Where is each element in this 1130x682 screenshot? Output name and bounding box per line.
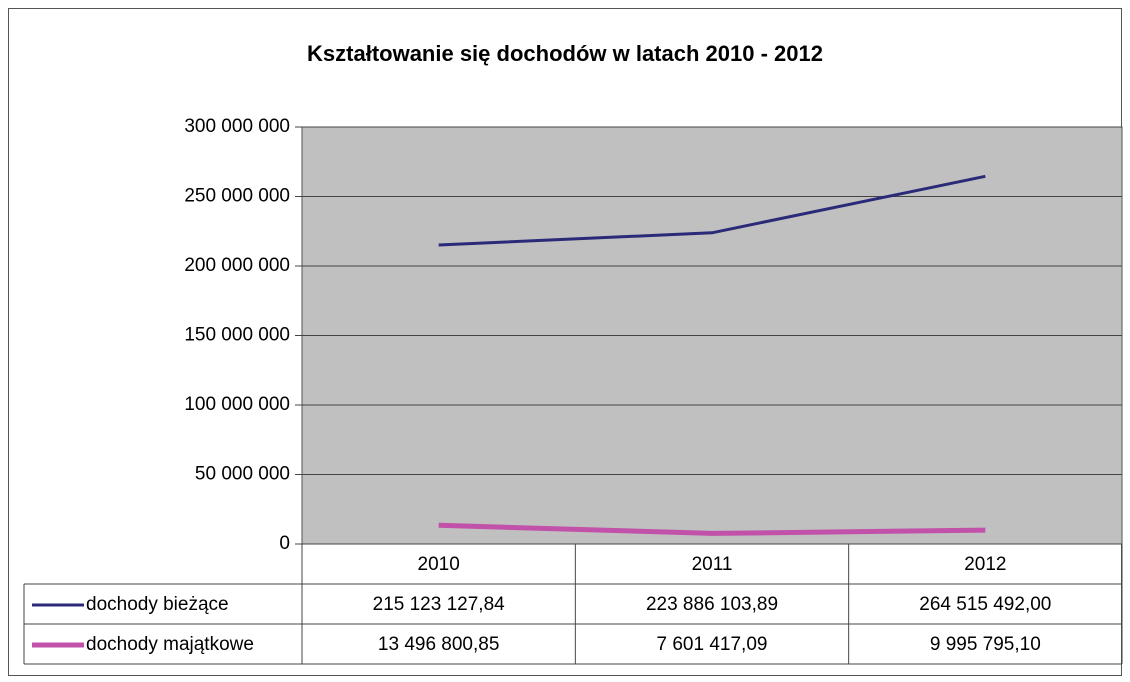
table-value: 9 995 795,10 <box>930 634 1041 655</box>
legend-label: dochody majątkowe <box>86 634 254 655</box>
x-tick-label: 2012 <box>964 554 1006 575</box>
y-tick-label: 0 <box>279 533 290 554</box>
series-line <box>438 174 986 247</box>
y-tick-label: 50 000 000 <box>195 464 290 485</box>
table-value: 215 123 127,84 <box>373 594 506 615</box>
legend-label: dochody bieżące <box>86 594 229 615</box>
y-tick-label: 300 000 000 <box>184 116 290 137</box>
table-value: 7 601 417,09 <box>657 634 768 655</box>
y-tick-label: 100 000 000 <box>184 394 290 415</box>
series-line <box>438 522 986 536</box>
y-tick-label: 200 000 000 <box>184 255 290 276</box>
y-tick-label: 250 000 000 <box>184 186 290 207</box>
chart-title: Kształtowanie się dochodów w latach 2010… <box>307 41 823 66</box>
y-tick-label: 150 000 000 <box>184 325 290 346</box>
table-value: 223 886 103,89 <box>646 594 778 615</box>
x-tick-label: 2010 <box>418 554 460 575</box>
x-tick-label: 2011 <box>692 554 733 575</box>
table-value: 264 515 492,00 <box>919 594 1051 615</box>
table-value: 13 496 800,85 <box>378 634 500 655</box>
